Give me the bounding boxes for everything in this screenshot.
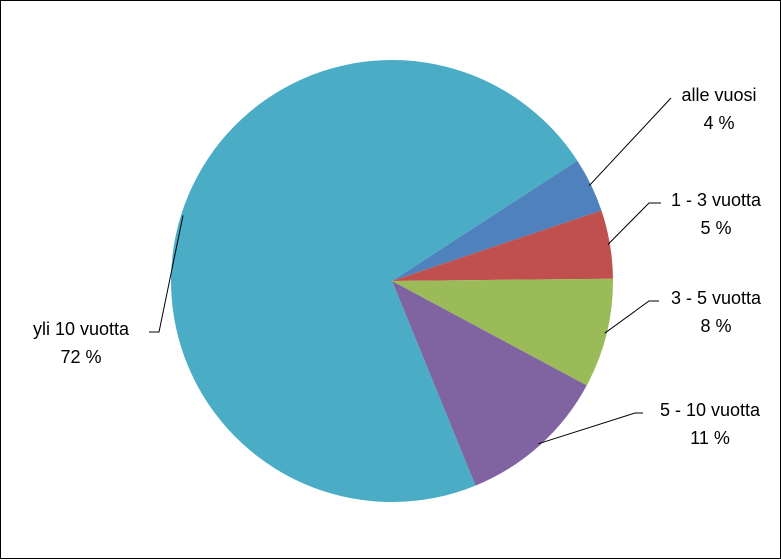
leader-line-1-3-vuotta [607,202,661,245]
leader-line-5-10-vuotta [538,412,643,445]
leader-lines [149,97,672,445]
pie-slices [171,59,614,502]
slice-value-5-10-vuotta: 11 % [690,428,730,448]
slice-label-1-3-vuotta: 1 - 3 vuotta [671,190,762,210]
leader-line-yli-10-vuotta [149,215,184,333]
slice-label-alle-vuosi: alle vuosi [681,85,756,105]
slice-value-yli-10-vuotta: 72 % [60,347,101,367]
slice-value-3-5-vuotta: 8 % [700,316,731,336]
pie-slice-3-5-vuotta [392,278,614,386]
data-labels: alle vuosi 4 % 1 - 3 vuotta 5 % 3 - 5 vu… [33,85,762,448]
slice-label-3-5-vuotta: 3 - 5 vuotta [671,288,762,308]
pie-slice-yli-10-vuotta [171,59,578,502]
pie-slice-alle-vuosi [392,160,602,281]
slice-value-alle-vuosi: 4 % [703,113,734,133]
pie-slice-1-3-vuotta [392,210,613,281]
slice-label-yli-10-vuotta: yli 10 vuotta [33,319,130,339]
slice-label-5-10-vuotta: 5 - 10 vuotta [660,400,761,420]
pie-slice-5-10-vuotta [392,281,587,486]
slice-value-1-3-vuotta: 5 % [700,218,731,238]
leader-line-3-5-vuotta [604,300,659,334]
leader-line-alle-vuosi [588,97,672,187]
